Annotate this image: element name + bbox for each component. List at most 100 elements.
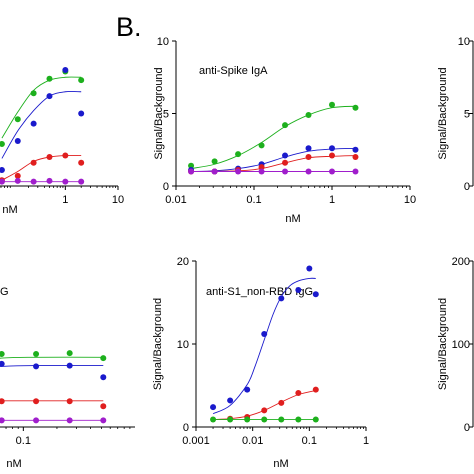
x-axis-title: nM — [2, 204, 17, 216]
data-point — [227, 416, 234, 423]
x-tick-label: 0.1 — [302, 435, 317, 447]
y-tick-label: 20 — [177, 256, 189, 268]
series-curve-2 — [0, 365, 104, 367]
series-curve-1 — [0, 356, 104, 359]
data-point — [100, 355, 107, 362]
x-tick-label: 1 — [329, 194, 335, 206]
data-point — [210, 416, 217, 423]
x-tick-label: 0.01 — [242, 435, 263, 447]
x-axis-title: nM — [285, 213, 300, 225]
y-axis-title: Signal/Background — [437, 298, 449, 390]
data-point — [0, 398, 5, 405]
data-point — [46, 177, 53, 184]
y-tick-label: 10 — [177, 339, 189, 351]
data-point — [100, 417, 107, 424]
data-point — [282, 168, 289, 175]
data-point — [0, 360, 5, 367]
chart-title: G — [0, 286, 9, 298]
data-point — [30, 120, 37, 127]
data-point — [100, 403, 107, 410]
data-point — [0, 417, 5, 424]
data-point — [30, 159, 37, 166]
data-point — [312, 416, 319, 423]
data-point — [62, 178, 69, 185]
x-tick-label: 0.1 — [16, 435, 31, 447]
y-tick-label: 0 — [183, 422, 189, 434]
data-point — [305, 168, 312, 175]
panel-letter: B. — [116, 12, 142, 42]
data-point — [235, 151, 242, 158]
data-point — [278, 295, 285, 302]
data-point — [352, 146, 359, 153]
data-point — [211, 168, 218, 175]
data-point — [14, 116, 21, 123]
data-point — [278, 399, 285, 406]
data-point — [244, 416, 251, 423]
y-tick-label: 200 — [452, 256, 470, 268]
series-curve-1 — [190, 105, 356, 170]
data-point — [14, 172, 21, 179]
chart-panel-6: Signal/Background 0 100 200 — [437, 256, 474, 434]
data-point — [0, 350, 5, 357]
x-tick-label: 0.01 — [165, 194, 186, 206]
x-tick-label: 1 — [62, 194, 68, 206]
data-point — [305, 145, 312, 152]
series-curve-3 — [0, 400, 104, 402]
data-point — [258, 142, 265, 149]
data-point — [261, 407, 268, 414]
series-curve-1 — [212, 277, 316, 415]
data-point — [306, 265, 313, 272]
chart-panel-1: 1 10 nM — [0, 67, 124, 216]
data-point — [261, 416, 268, 423]
data-point — [352, 168, 359, 175]
x-tick-label: 10 — [404, 194, 416, 206]
data-point — [282, 152, 289, 159]
data-point — [312, 291, 319, 298]
data-point — [33, 398, 40, 405]
data-point — [33, 363, 40, 370]
series-curve-1 — [1, 76, 82, 139]
data-point — [66, 417, 73, 424]
data-point — [258, 164, 265, 171]
data-point — [0, 167, 5, 174]
y-tick-label: 100 — [452, 339, 470, 351]
data-point — [0, 140, 5, 147]
y-axis-title: Signal/Background — [153, 67, 165, 159]
data-point — [278, 416, 285, 423]
data-point — [30, 90, 37, 97]
data-point — [352, 104, 359, 111]
data-point — [329, 101, 335, 108]
data-point — [46, 93, 53, 100]
data-point — [62, 67, 69, 73]
data-point — [66, 362, 73, 369]
x-axis-title: nM — [273, 458, 288, 470]
data-point — [352, 154, 359, 160]
y-tick-label: 5 — [163, 109, 169, 121]
data-point — [295, 287, 302, 294]
y-tick-label: 10 — [458, 36, 470, 48]
data-point — [62, 152, 69, 159]
x-tick-label: 1 — [363, 435, 369, 447]
x-tick-label: 0.1 — [246, 194, 261, 206]
data-point — [329, 168, 335, 175]
y-tick-label: 10 — [157, 36, 169, 48]
data-point — [188, 168, 195, 175]
chart-panel-3: Signal/Background 0 5 10 — [437, 36, 474, 193]
data-point — [258, 168, 265, 175]
x-axis-title: nM — [6, 458, 21, 470]
data-point — [33, 417, 40, 424]
data-point — [329, 145, 335, 152]
y-axis-title: Signal/Background — [152, 298, 164, 390]
y-tick-label: 0 — [163, 181, 169, 193]
data-point — [211, 158, 218, 165]
y-tick-label: 0 — [464, 181, 470, 193]
data-point — [33, 350, 40, 357]
data-point — [244, 386, 251, 393]
data-point — [78, 110, 85, 117]
series-curve-3 — [1, 154, 82, 181]
y-tick-label: 0 — [464, 422, 470, 434]
